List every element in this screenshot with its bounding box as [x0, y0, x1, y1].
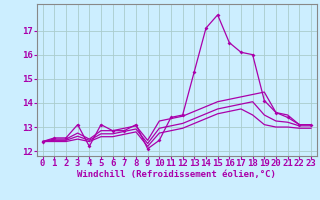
X-axis label: Windchill (Refroidissement éolien,°C): Windchill (Refroidissement éolien,°C)	[77, 170, 276, 179]
